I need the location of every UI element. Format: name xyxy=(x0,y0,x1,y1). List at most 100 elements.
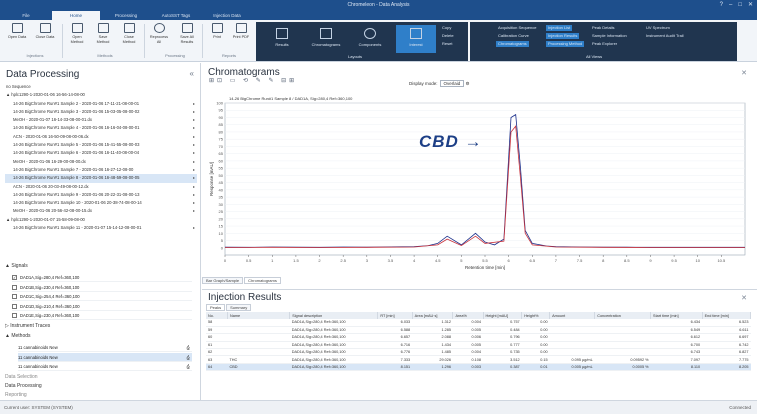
tab-processing[interactable]: Processing xyxy=(114,13,138,18)
tab-chromatograms[interactable]: Chromatograms xyxy=(244,277,281,284)
tree-item[interactable]: ▲ hplc1290-1-2020-01-07 15-58-09-08-00 xyxy=(5,216,197,224)
column-header[interactable]: Concentration xyxy=(594,312,652,319)
view-injection-results[interactable]: Injection Results xyxy=(546,33,580,39)
instrument-traces-header[interactable]: ▷ Instrument Traces xyxy=(5,323,51,329)
maximize-icon[interactable]: □ xyxy=(738,2,742,8)
view-instrument-audit-trail[interactable]: Instrument Audit Trail xyxy=(646,33,684,38)
tree-item[interactable]: 14-26 BigChrome Run#1 Sample 2 - 2020-01… xyxy=(5,100,197,108)
expand-arrow-icon[interactable]: ▸ xyxy=(192,100,195,106)
view-sample-information[interactable]: Sample Information xyxy=(592,33,627,38)
expand-arrow-icon[interactable]: ▸ xyxy=(192,125,195,131)
table-row[interactable]: 63 THC DAD1A,Sig=280,4 Ref=360,100 7.333 29.… xyxy=(206,355,751,364)
tree-item[interactable]: 14-26 BigChrome Run#1 Sample 8 - 2020-01… xyxy=(5,174,197,183)
save-all-results-button[interactable]: Save All Results xyxy=(176,23,198,49)
print-button[interactable]: Print xyxy=(206,23,228,49)
tree-item[interactable]: 14-26 BigChrome Run#1 Sample 10 - 2020-0… xyxy=(5,199,197,207)
column-header[interactable]: No. xyxy=(206,312,228,319)
signals-section-header[interactable]: ▲ Signals xyxy=(5,263,28,269)
signal-item[interactable]: DAD1E,Sig=230,4 Ref=360,100 xyxy=(12,311,192,320)
delete-layout-button[interactable]: Delete xyxy=(442,33,454,38)
tab-summary[interactable]: Summary xyxy=(226,304,252,311)
expand-arrow-icon[interactable]: ▸ xyxy=(192,150,195,156)
print-pdf-button[interactable]: Print PDF xyxy=(230,23,252,49)
view-peak-details[interactable]: Peak Details xyxy=(592,25,615,30)
signal-checkbox[interactable]: ✓ xyxy=(12,275,17,281)
column-header[interactable]: Height [mAU] xyxy=(483,312,523,319)
minimize-icon[interactable]: – xyxy=(729,2,733,8)
close-data-button[interactable]: Close Data xyxy=(34,23,56,49)
column-header[interactable]: Area% xyxy=(452,312,484,319)
tab-autosst-tags[interactable]: AutoSST Tags xyxy=(161,13,191,18)
tab-file[interactable]: File xyxy=(22,13,30,18)
view-calibration-curve[interactable]: Calibration Curve xyxy=(498,33,529,38)
tab-peaks[interactable]: Peaks xyxy=(206,304,226,311)
tree-item[interactable]: 14-26 BigChrome Run#1 Sample 4 - 2020-01… xyxy=(5,124,197,132)
reset-layout-button[interactable]: Reset xyxy=(442,41,453,46)
close-method-button[interactable]: Close Method xyxy=(118,23,140,49)
method-item[interactable]: 11 cannabinoids New ⎙ xyxy=(18,362,192,371)
view-processing-method[interactable]: Processing Method xyxy=(546,41,585,47)
tree-item[interactable]: 14-26 BigChrome Run#1 Sample 6 - 2020-01… xyxy=(5,149,197,157)
signal-item[interactable]: DAD1D,Sig=210,4 Ref=360,100 xyxy=(12,302,192,311)
data-selection-link[interactable]: Data Selection xyxy=(5,374,38,380)
tree-item[interactable]: ACN - 2020-01-06 20-03-49-08-00-12.dx ▸ xyxy=(5,183,197,191)
save-method-button[interactable]: Save Method xyxy=(92,23,114,49)
expand-arrow-icon[interactable]: ▸ xyxy=(192,225,195,231)
column-header[interactable]: Name xyxy=(227,312,291,319)
close-icon[interactable]: ✕ xyxy=(747,2,753,8)
column-header[interactable]: Height% xyxy=(521,312,551,319)
signal-checkbox[interactable] xyxy=(12,294,17,300)
method-item[interactable]: 11 cannabinoids New ⎙ xyxy=(18,343,192,352)
expand-arrow-icon[interactable]: ▸ xyxy=(192,175,195,181)
expand-arrow-icon[interactable]: ▸ xyxy=(192,142,195,148)
view-peak-explorer[interactable]: Peak Explorer xyxy=(592,41,618,46)
tree-item[interactable]: 14-26 BigChrome Run#1 Sample 9 - 2020-01… xyxy=(5,191,197,199)
chromatogram-chart[interactable]: 0510152025303540455055606570758085909510… xyxy=(207,89,752,279)
view-chromatograms[interactable]: Chromatograms xyxy=(496,41,529,47)
tree-item[interactable]: MeOH - 2020-01-06 20-56-42-08-00-15.dx ▸ xyxy=(5,207,197,215)
table-row[interactable]: 62 DAD1A,Sig=280,4 Ref=360,100 6.776 1.485 0… xyxy=(206,348,751,357)
method-item[interactable]: 11 cannabinoids New ⎙ xyxy=(18,352,192,362)
column-header[interactable]: RT [min] xyxy=(377,312,413,319)
layout-interest-button[interactable]: Interest xyxy=(396,25,436,53)
tab-bar-graph[interactable]: Bar Graph/Sample xyxy=(202,277,244,284)
column-header[interactable]: Area [mAU·s] xyxy=(412,312,454,319)
expand-arrow-icon[interactable]: ▸ xyxy=(192,158,195,164)
signal-checkbox[interactable] xyxy=(12,303,17,309)
display-mode[interactable]: Display mode: Overlaid ⚙ xyxy=(409,80,470,87)
reporting-link[interactable]: Reporting xyxy=(5,392,27,398)
layout-chromatograms-button[interactable]: Chromatograms xyxy=(306,25,346,53)
table-row[interactable]: 58 DAD1A,Sig=280,4 Ref=360,100 6.033 1.312 0… xyxy=(206,319,751,327)
tree-item[interactable]: ▲ hplc1290-1-2020-01-06 16-56-14-08-00 xyxy=(5,91,197,99)
expand-arrow-icon[interactable]: ▸ xyxy=(192,191,195,197)
expand-arrow-icon[interactable]: ▸ xyxy=(192,200,195,206)
close-icon[interactable]: ✕ xyxy=(741,70,747,77)
signal-checkbox[interactable] xyxy=(12,284,17,290)
layout-components-button[interactable]: Components xyxy=(350,25,390,53)
view-uv-spectrum[interactable]: UV Spectrum xyxy=(646,25,670,30)
open-data-button[interactable]: Open Data xyxy=(6,23,28,49)
layout-results-button[interactable]: Results xyxy=(262,25,302,53)
open-method-button[interactable]: Open Method xyxy=(66,23,88,49)
column-header[interactable]: Amount xyxy=(549,312,596,319)
display-mode-select[interactable]: Overlaid xyxy=(439,80,465,87)
expand-arrow-icon[interactable]: ▸ xyxy=(192,133,195,139)
column-header[interactable]: Signal description xyxy=(289,312,379,319)
table-row[interactable]: 59 DAD1A,Sig=280,4 Ref=360,100 6.588 1.285 0… xyxy=(206,326,751,335)
expand-arrow-icon[interactable]: ▸ xyxy=(192,108,195,114)
signal-checkbox[interactable] xyxy=(12,313,17,319)
help-icon[interactable]: ? xyxy=(719,2,723,8)
expand-arrow-icon[interactable]: ▸ xyxy=(192,166,195,172)
copy-layout-button[interactable]: Copy xyxy=(442,25,452,30)
tree-item[interactable]: MeOH - 2020-01-07 16-14-33-08-00-01.dx ▸ xyxy=(5,116,197,124)
collapse-panel-icon[interactable]: « xyxy=(189,69,194,78)
table-row[interactable]: 64 CBD DAD1A,Sig=280,4 Ref=360,100 8.151 1.2… xyxy=(206,363,751,372)
column-header[interactable]: Start time [min] xyxy=(650,312,703,319)
view-acquisition-sequence[interactable]: Acquisition Sequence xyxy=(498,25,537,30)
table-row[interactable]: 60 DAD1A,Sig=280,4 Ref=360,100 6.657 2.088 0… xyxy=(206,333,751,342)
view-injection-list[interactable]: Injection List xyxy=(546,25,573,31)
table-row[interactable]: 61 DAD1A,Sig=280,4 Ref=360,100 6.716 1.434 0… xyxy=(206,341,751,350)
tab-home[interactable]: Home xyxy=(52,11,100,20)
close-icon[interactable]: ✕ xyxy=(741,295,747,302)
chromatogram-toolbar[interactable]: ⊞⊡ ▭ ⟲ ✎ ✎ ⊟⊞ xyxy=(209,78,298,84)
